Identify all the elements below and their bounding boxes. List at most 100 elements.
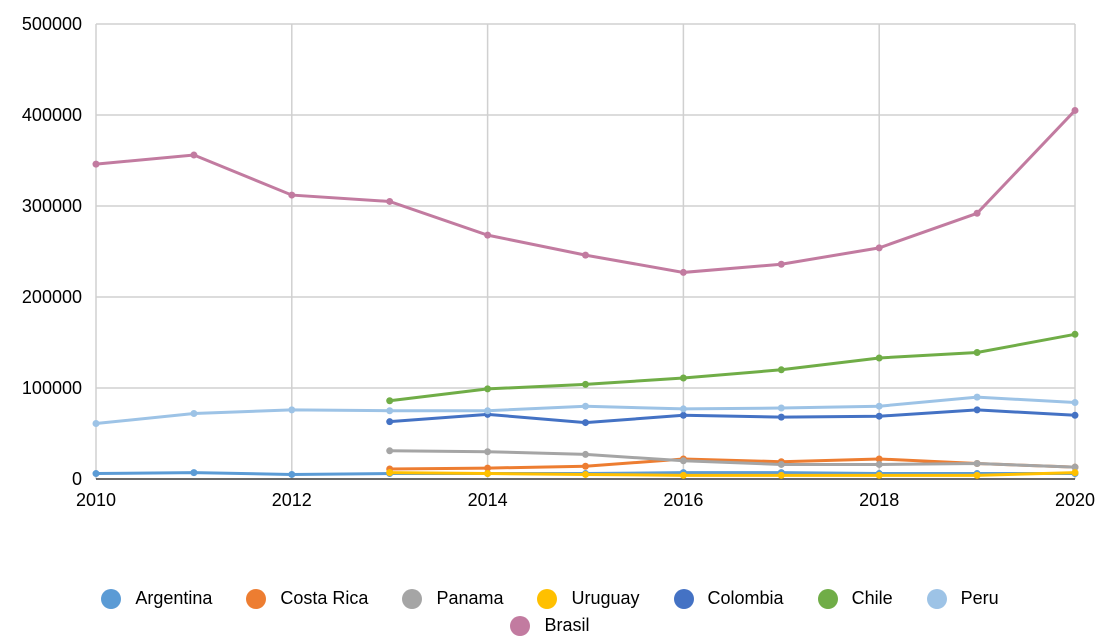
data-point [386,407,394,415]
data-point [973,349,981,357]
legend-item: Argentina [101,588,212,609]
series-line [95,109,1077,274]
x-tick-label: 2020 [1055,490,1095,510]
data-point [1071,463,1079,471]
data-point [484,448,492,456]
y-tick-label: 400000 [22,105,82,125]
data-point [875,471,883,479]
data-point [582,380,589,388]
data-point [484,470,492,478]
data-point [1071,106,1079,114]
legend-item: Costa Rica [246,588,368,609]
legend-swatch [537,588,558,609]
y-tick-label: 500000 [22,14,82,34]
data-point [484,407,492,415]
data-point [386,469,394,477]
data-point [777,471,785,479]
data-point [777,460,785,468]
data-point [92,470,100,478]
series-line [389,471,1076,477]
data-point [973,406,981,414]
data-point [679,374,687,382]
data-point [190,409,198,417]
data-point [386,447,394,455]
data-point [777,404,785,412]
legend: Argentina Costa Rica Panama Uruguay Colombia… [50,588,1050,636]
data-point [582,462,589,470]
data-point [875,460,883,468]
data-point [973,393,981,401]
data-point [973,471,981,479]
legend-swatch [101,588,122,609]
data-point [288,191,296,199]
legend-item: Brasil [510,615,590,636]
data-point [1071,411,1079,419]
data-point [386,397,394,405]
legend-swatch [926,588,947,609]
x-tick-label: 2010 [76,490,116,510]
legend-item: Chile [817,588,893,609]
data-point [582,470,589,478]
data-point [679,411,687,419]
data-point [484,464,492,472]
data-point [190,469,198,477]
data-point [582,402,589,410]
data-point [777,260,785,268]
legend-item: Uruguay [537,588,640,609]
data-point [777,366,785,374]
data-point [288,470,296,478]
data-point [973,209,981,217]
y-tick-label: 100000 [22,378,82,398]
data-point [288,406,296,414]
legend-swatch [510,615,531,636]
legend-item: Panama [402,588,503,609]
data-point [484,385,492,393]
legend-swatch [673,588,694,609]
legend-label: Chile [851,588,893,608]
legend-item: Colombia [673,588,784,609]
legend-label: Colombia [707,588,784,608]
data-point [484,231,492,239]
x-tick-label: 2016 [663,490,703,510]
y-tick-label: 200000 [22,287,82,307]
data-point [875,402,883,410]
legend-swatch [817,588,838,609]
data-point [1071,330,1079,338]
chart: 0 100000 200000 300000 400000 500000 2010 2012 2… [22,14,1095,510]
data-point [679,405,687,413]
data-point [1071,469,1079,477]
data-point [92,160,100,168]
x-tick-label: 2014 [468,490,508,510]
data-point [92,419,100,427]
data-point [190,151,198,159]
legend-label: Brasil [544,615,590,635]
x-tick-label: 2012 [272,490,312,510]
data-point [386,197,394,205]
data-point [973,460,981,468]
series-line [389,408,1076,425]
data-point [582,450,589,458]
data-point [875,412,883,420]
legend-label: Uruguay [571,588,640,608]
legend-swatch [246,588,267,609]
x-tick-label: 2018 [859,490,899,510]
legend-label: Peru [960,588,999,608]
data-point [386,418,394,426]
data-point [679,268,687,276]
series-line [389,332,1076,403]
y-tick-label: 0 [72,469,82,489]
series-line [389,449,1076,469]
legend-item: Peru [926,588,999,609]
data-point [582,251,589,259]
legend-label: Argentina [135,588,213,608]
legend-label: Panama [436,588,504,608]
data-point [1071,399,1079,407]
data-point [875,455,883,463]
legend-label: Costa Rica [280,588,369,608]
y-tick-label: 300000 [22,196,82,216]
legend-swatch [402,588,423,609]
data-point [679,471,687,479]
data-point [875,354,883,362]
data-point [875,244,883,252]
